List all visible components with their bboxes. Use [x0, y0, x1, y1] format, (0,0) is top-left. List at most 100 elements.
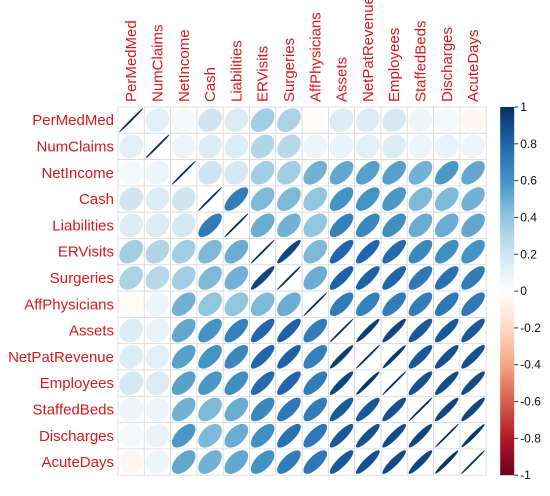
correlation-ellipse	[408, 397, 433, 422]
correlation-ellipse	[198, 345, 222, 369]
matrix-cell	[433, 238, 461, 266]
matrix-cell	[170, 448, 198, 476]
matrix-cell	[327, 185, 356, 213]
matrix-cell	[459, 395, 487, 423]
matrix-cell	[170, 290, 198, 318]
row-label: Liabilities	[52, 217, 114, 234]
correlation-ellipse	[382, 292, 406, 317]
matrix-cell	[380, 369, 408, 397]
correlation-ellipse	[277, 187, 301, 211]
matrix-cell	[406, 448, 434, 476]
correlation-ellipse	[119, 450, 143, 474]
matrix-cell	[170, 132, 198, 161]
correlation-ellipse	[145, 292, 170, 317]
correlation-ellipse	[329, 397, 354, 422]
row-label: Surgeries	[50, 270, 114, 287]
correlation-ellipse	[224, 134, 249, 159]
matrix-cell	[301, 185, 329, 213]
matrix-cell	[143, 264, 172, 292]
row-label: Assets	[69, 323, 114, 340]
correlation-ellipse	[198, 292, 222, 317]
matrix-cell	[143, 316, 172, 345]
correlation-ellipse	[303, 134, 328, 159]
colorbar-tick-label: 0.4	[520, 210, 537, 224]
correlation-ellipse	[408, 108, 433, 132]
matrix-cell	[406, 369, 434, 397]
matrix-cell	[196, 395, 224, 423]
correlation-ellipse	[277, 134, 301, 159]
matrix-cell	[249, 316, 277, 345]
matrix-cell	[380, 343, 408, 371]
matrix-cell	[249, 159, 277, 187]
correlation-ellipse	[119, 108, 144, 133]
matrix-cell	[170, 316, 198, 345]
correlation-ellipse	[408, 318, 433, 343]
correlation-ellipse	[303, 423, 328, 448]
correlation-ellipse	[382, 108, 406, 132]
matrix-cell	[380, 316, 408, 345]
correlation-ellipse	[461, 213, 485, 238]
matrix-cell	[222, 211, 250, 239]
matrix-cell	[143, 422, 172, 450]
correlation-ellipse	[329, 266, 354, 290]
matrix-cell	[196, 238, 224, 266]
correlation-ellipse	[356, 187, 380, 211]
matrix-cell	[327, 238, 356, 266]
matrix-cell	[143, 132, 172, 161]
matrix-cell	[117, 132, 145, 161]
matrix-cell	[459, 422, 487, 450]
matrix-cell	[433, 343, 461, 371]
matrix-cell	[196, 369, 224, 397]
correlation-ellipse	[250, 450, 275, 474]
matrix-cell	[327, 343, 356, 371]
matrix-cell	[117, 211, 145, 239]
correlation-ellipse	[303, 160, 328, 185]
correlation-ellipse	[408, 371, 433, 395]
correlation-ellipse	[277, 450, 301, 474]
matrix-cell	[117, 316, 145, 345]
correlation-ellipse	[461, 292, 485, 317]
matrix-cell	[459, 159, 487, 187]
matrix-cell	[170, 264, 198, 292]
matrix-cell	[327, 211, 356, 239]
correlation-ellipse	[145, 160, 170, 185]
correlation-ellipse	[461, 424, 485, 448]
correlation-ellipse	[434, 423, 459, 448]
correlation-ellipse	[434, 187, 459, 211]
colorbar-tick-label: -1	[520, 468, 531, 482]
correlation-ellipse	[145, 108, 170, 132]
correlation-ellipse	[356, 266, 380, 290]
correlation-ellipse	[303, 345, 328, 369]
matrix-cell	[143, 448, 172, 476]
matrix-cell	[327, 422, 356, 450]
matrix-cell	[117, 106, 145, 134]
matrix-cell	[327, 316, 356, 345]
correlation-ellipse	[356, 423, 380, 448]
matrix-cell	[380, 106, 408, 134]
colorbar-tick-label: -0.2	[520, 321, 541, 335]
row-label: AcuteDays	[41, 454, 114, 471]
matrix-cell	[301, 316, 329, 345]
matrix-cell	[433, 106, 461, 134]
column-label: Liabilities	[228, 40, 245, 102]
correlation-ellipse	[145, 371, 170, 395]
matrix-cell	[275, 316, 303, 345]
correlation-ellipse	[461, 160, 485, 185]
matrix-cell	[433, 422, 461, 450]
row-label: Cash	[79, 191, 114, 208]
matrix-cell	[275, 264, 303, 292]
matrix-cell	[222, 422, 250, 450]
correlation-ellipse	[198, 266, 222, 290]
correlation-ellipse	[224, 160, 249, 185]
correlation-ellipse	[356, 292, 380, 317]
correlation-ellipse	[434, 108, 459, 132]
matrix-cell	[249, 395, 277, 423]
matrix-cell	[354, 238, 382, 266]
correlation-ellipse	[171, 187, 196, 211]
matrix-cell	[143, 185, 172, 213]
correlation-ellipse	[250, 292, 275, 317]
row-label: Discharges	[39, 428, 114, 445]
matrix-cell	[222, 106, 250, 134]
matrix-cell	[406, 211, 434, 239]
correlation-ellipse	[224, 213, 249, 238]
